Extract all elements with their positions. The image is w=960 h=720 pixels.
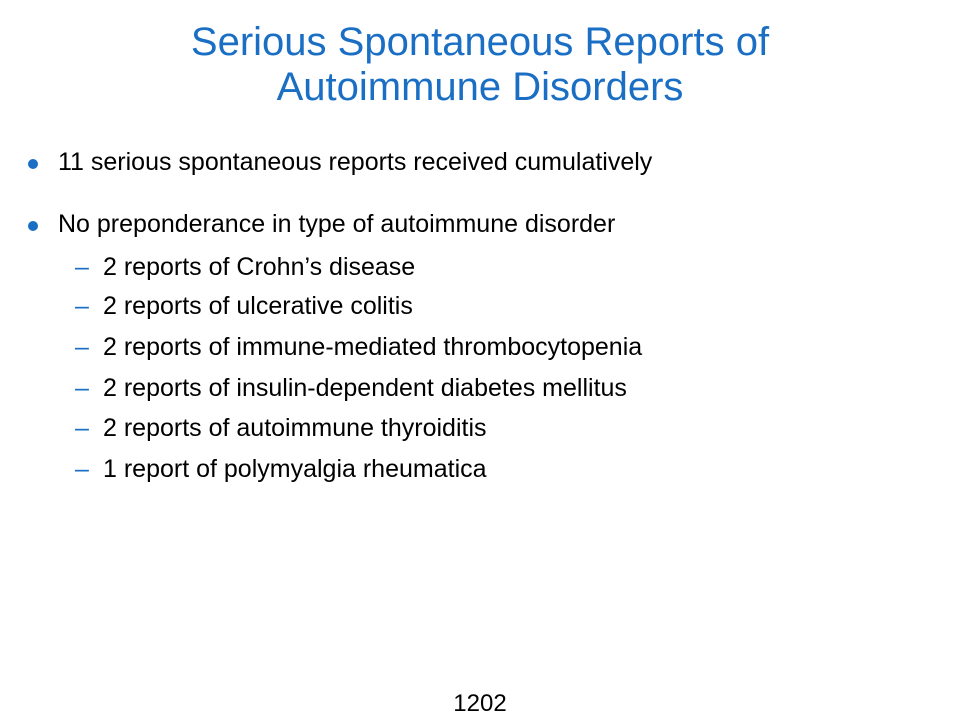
dash-icon: – [75, 292, 89, 320]
sub-item-text: 2 reports of autoimmune thyroiditis [103, 414, 487, 442]
dash-icon: – [75, 414, 89, 442]
sub-item-text: 2 reports of Crohn’s disease [103, 253, 416, 281]
title-line-1: Serious Spontaneous Reports of [190, 20, 770, 64]
sub-item-text: 2 reports of immune-mediated thrombocyto… [103, 333, 643, 361]
slide-title: Serious Spontaneous Reports of Autoimmun… [0, 20, 960, 110]
dash-icon: – [75, 333, 89, 361]
page-number: 1202 [453, 690, 507, 717]
bullet-text: 11 serious spontaneous reports received … [58, 148, 653, 176]
dash-icon: – [75, 374, 89, 402]
sub-item-text: 2 reports of insulin-dependent diabetes … [103, 374, 627, 402]
bullet-dot-icon [28, 221, 38, 231]
title-line-2: Autoimmune Disorders [276, 65, 684, 109]
dash-icon: – [75, 253, 89, 281]
bullet-text: No preponderance in type of autoimmune d… [58, 210, 616, 238]
sub-item-text: 1 report of polymyalgia rheumatica [103, 455, 487, 483]
dash-icon: – [75, 455, 89, 483]
sub-item-text: 2 reports of ulcerative colitis [103, 292, 413, 320]
bullet-dot-icon [28, 159, 38, 169]
